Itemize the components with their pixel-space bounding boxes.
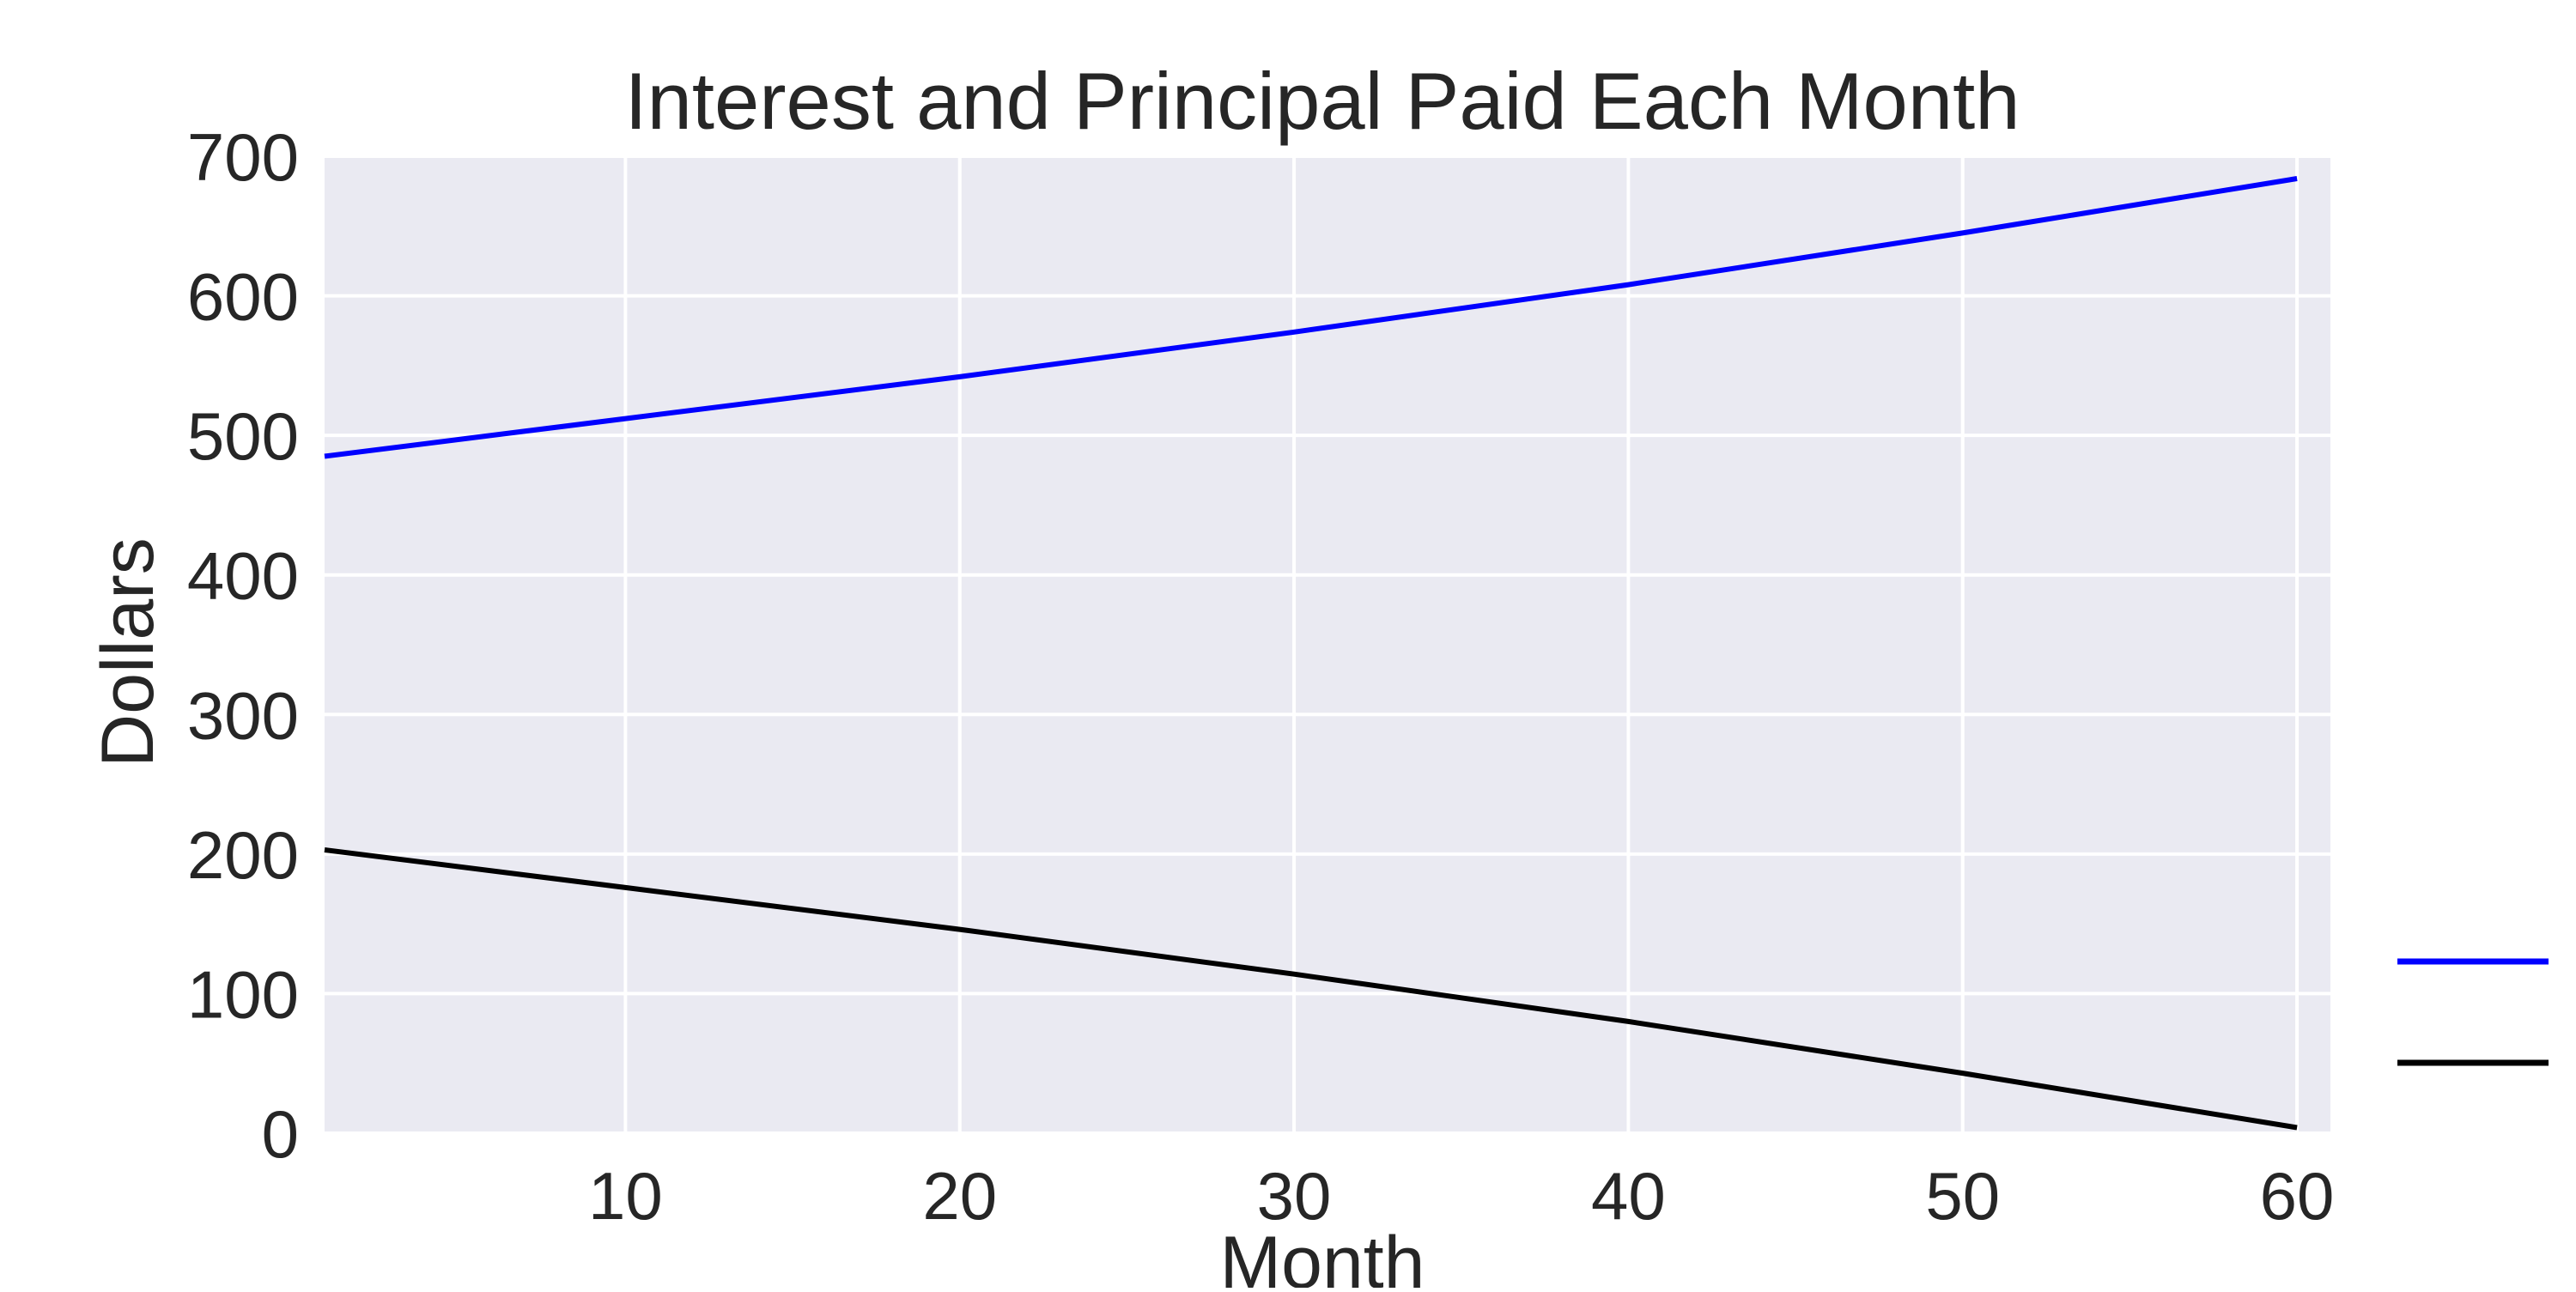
- series-line-2: [324, 847, 2298, 1131]
- y-tick-label: 300: [187, 677, 299, 753]
- y-tick-label: 200: [187, 817, 299, 893]
- y-tick-label: 600: [187, 259, 299, 335]
- y-axis-label: Dollars: [87, 537, 169, 767]
- x-tick-label: 40: [1591, 1158, 1666, 1234]
- x-tick-label: 30: [1257, 1158, 1332, 1234]
- x-tick-label: 50: [1925, 1158, 2000, 1234]
- series-line-1: [324, 176, 2298, 459]
- x-axis-label: Month: [1219, 1222, 1425, 1288]
- y-tick-label: 700: [187, 119, 299, 195]
- y-tick-label: 0: [262, 1096, 299, 1172]
- x-tick-label: 10: [588, 1158, 663, 1234]
- y-tick-label: 400: [187, 538, 299, 614]
- y-tick-label: 500: [187, 398, 299, 474]
- chart-title: Interest and Principal Paid Each Month: [624, 56, 2020, 146]
- plot-area: [325, 156, 2330, 1133]
- x-tick-label: 20: [922, 1158, 997, 1234]
- y-tick-label: 100: [187, 956, 299, 1032]
- x-tick-label: 60: [2260, 1158, 2335, 1234]
